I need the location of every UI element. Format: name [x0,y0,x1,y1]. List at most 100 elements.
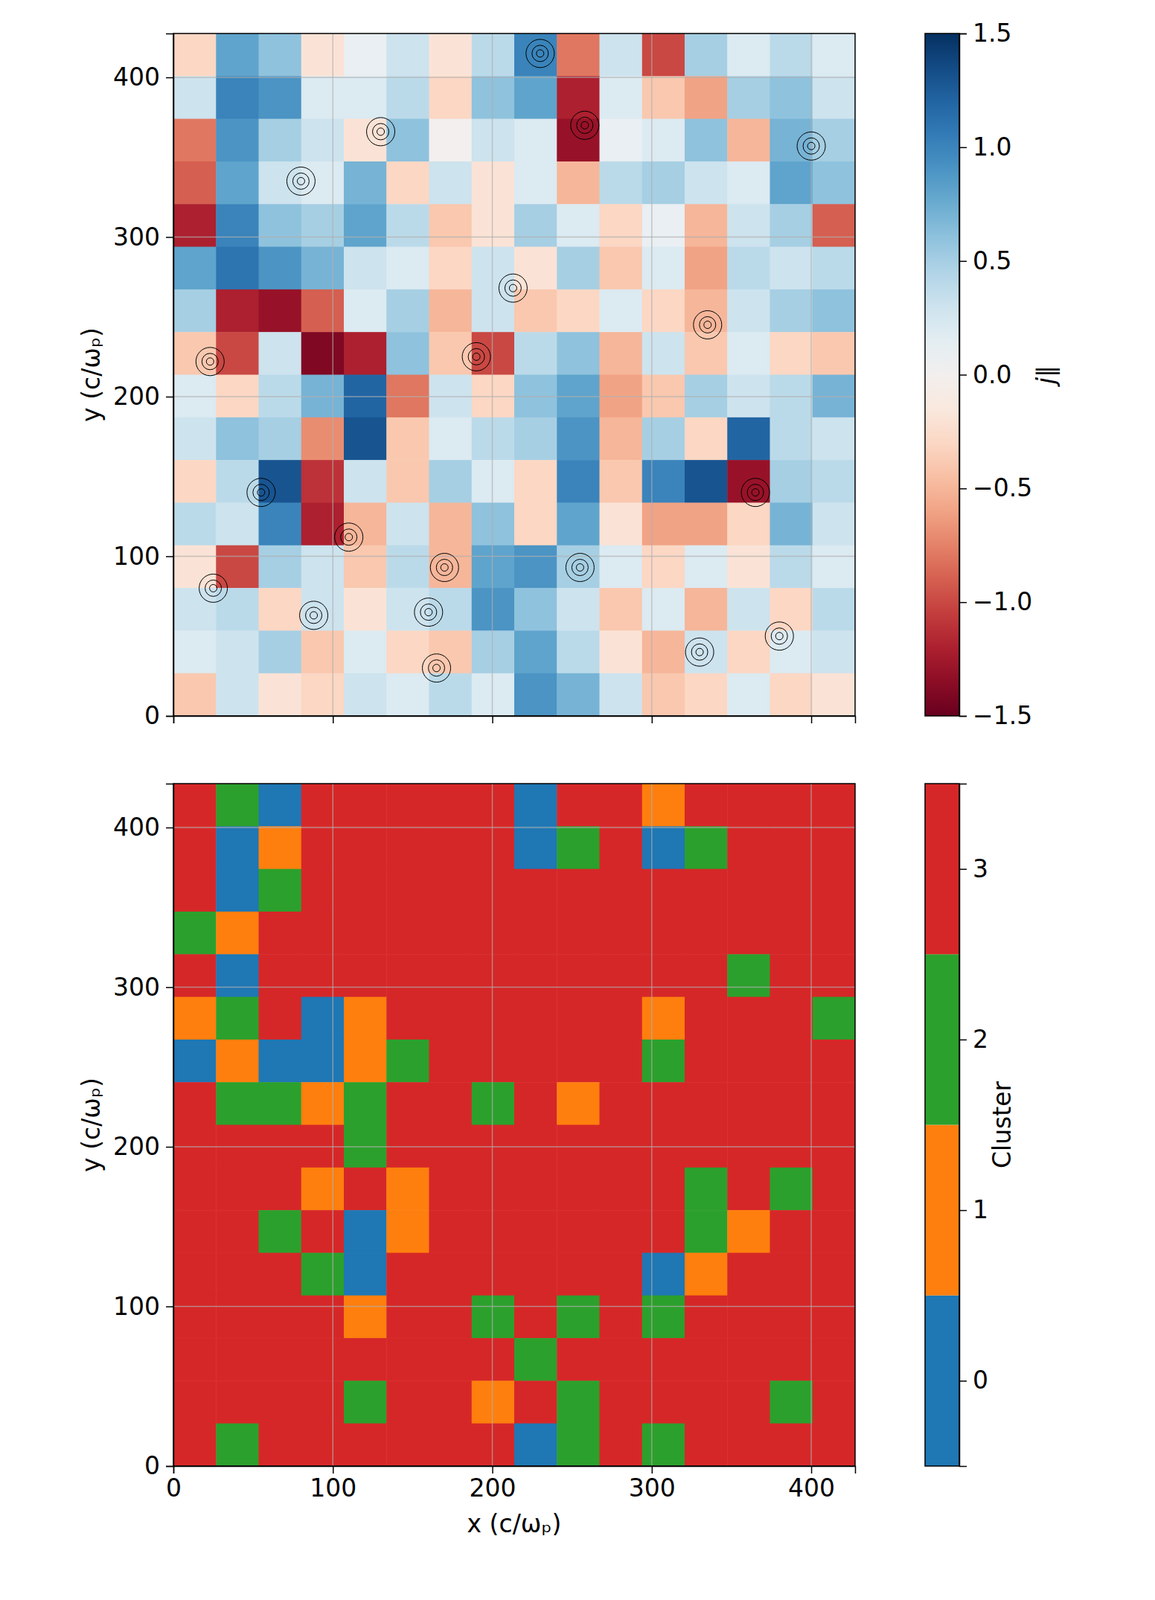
tick: −1.0 [959,587,1033,617]
cell [769,826,813,870]
cell [428,1210,472,1254]
cell [386,33,430,77]
cell [769,75,813,120]
cell [556,997,600,1041]
cell [812,119,856,163]
o-point [565,553,594,582]
cell [642,997,686,1041]
tick-mark [165,236,174,239]
cell [556,33,600,77]
cell [812,1338,856,1382]
tick: 300 [113,972,174,1002]
plot-area [173,33,856,716]
cell [599,247,643,291]
colorbar-segment [925,1295,960,1467]
cell [556,954,600,998]
cell [599,1082,643,1126]
tick-mark [959,260,967,262]
cell [514,826,558,870]
cell [556,119,600,163]
cell [684,1295,728,1339]
cell [769,1252,813,1296]
tick-mark [165,396,174,399]
o-point [305,607,323,624]
cell [514,997,558,1041]
cell [556,1039,600,1083]
cell [471,459,515,504]
cell [471,997,515,1041]
o-point [420,604,437,621]
cell [684,826,728,870]
cell [769,587,813,632]
cell [301,1210,345,1254]
tick-mark [651,1466,654,1474]
cell [471,954,515,998]
cell [343,545,387,589]
cell [684,869,728,913]
cell [812,247,856,291]
tick-mark [959,33,967,35]
cell [215,1210,259,1254]
cell [471,673,515,716]
tick: 0 [144,701,174,731]
cell [301,203,345,248]
cell [215,911,259,955]
cell [514,673,558,716]
cell [812,1167,856,1211]
cell [812,1295,856,1339]
o-point [247,478,276,507]
o-point [462,342,491,371]
cell [215,954,259,998]
tick-label: 0 [144,1451,161,1481]
tick-mark [651,715,654,724]
tick [811,715,812,724]
cell [769,1295,813,1339]
cell [599,630,643,674]
cell [556,417,600,461]
cell [642,911,686,955]
panel: 0100200300400y (c/ωₚ) [76,33,856,731]
cell [727,630,771,674]
cell [769,459,813,504]
cell [301,75,345,120]
cell [684,417,728,461]
colorbar-label: Cluster [987,1081,1017,1170]
cell [428,1039,472,1083]
cell [386,630,430,674]
cell [727,1380,771,1424]
o-point [205,579,222,597]
cell [258,1295,303,1339]
cell [258,673,303,716]
cell [173,1167,217,1211]
cell [727,119,771,163]
cell [556,545,600,589]
axis-line [960,34,968,717]
cell [301,289,345,333]
cell [343,331,387,376]
colorbar: 0123Cluster [925,783,1017,1467]
grid-line [173,1306,856,1307]
cell [599,783,643,827]
cell [599,1423,643,1467]
cell [343,75,387,120]
cell [386,954,430,998]
cell [215,75,259,120]
cell [301,1082,345,1126]
cell [727,1423,771,1467]
cell [769,331,813,376]
cell [173,954,217,998]
colorbar-frame [925,783,960,1467]
cell [215,289,259,333]
tick-mark [959,488,967,490]
cell [215,161,259,205]
cell [471,33,515,77]
cell [173,1210,217,1254]
cell [258,119,303,163]
cell [428,1338,472,1382]
cell [386,1380,430,1424]
cell [684,247,728,291]
cell [386,783,430,827]
cell [215,247,259,291]
cell [215,203,259,248]
cell [258,459,303,504]
